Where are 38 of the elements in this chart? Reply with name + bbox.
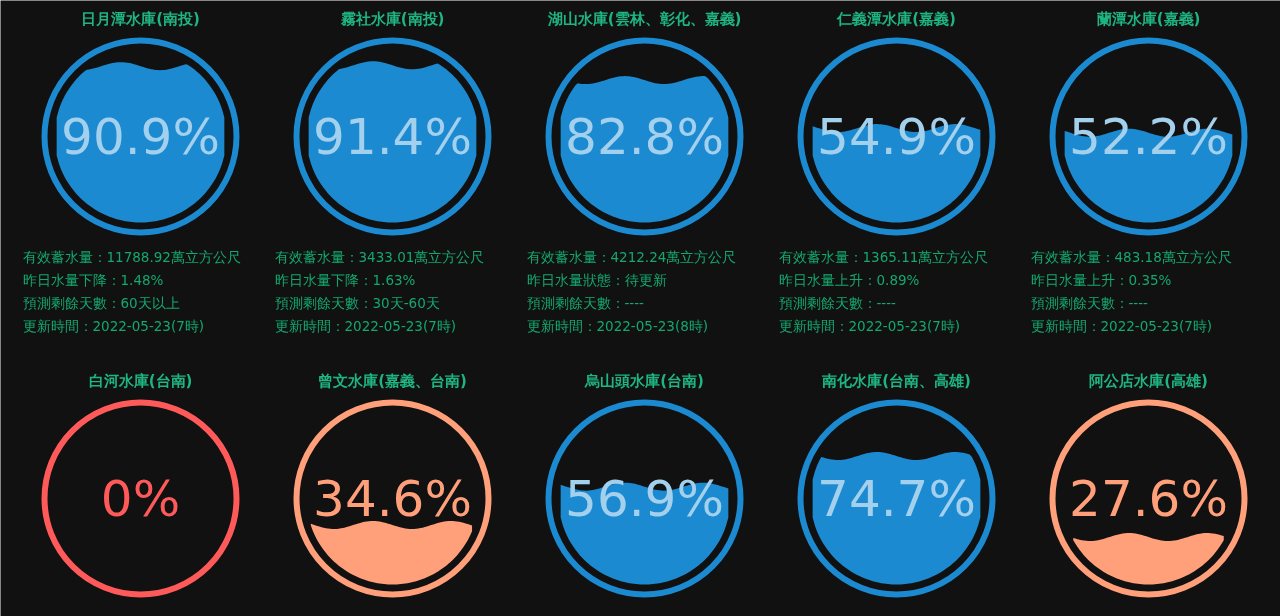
text: 南化水庫(台南、高雄)	[821, 371, 971, 390]
text: 更新時間：2022-05-23(7時)	[1030, 317, 1213, 334]
data-label: 74.7%	[817, 469, 976, 528]
text: 白河水庫(台南)	[88, 371, 193, 390]
text: 阿公店水庫(高雄)	[1089, 371, 1208, 390]
text: 有效蓄水量：483.18萬立方公尺	[1030, 248, 1232, 265]
text: 烏山頭水庫(台南)	[584, 371, 704, 390]
text: 昨日水量狀態：待更新	[526, 271, 667, 288]
text: 更新時間：2022-05-23(8時)	[526, 317, 709, 334]
text: 預測剩餘天數：----	[1030, 294, 1149, 311]
text: 昨日水量上升：0.89%	[778, 271, 920, 288]
data-label: 34.6%	[313, 469, 472, 528]
text: 更新時間：2022-05-23(7時)	[778, 317, 961, 334]
data-label: 90.9%	[61, 107, 220, 166]
data-label: 82.8%	[565, 107, 724, 166]
text: 有效蓄水量：4212.24萬立方公尺	[526, 248, 737, 265]
text: 昨日水量下降：1.63%	[274, 271, 416, 288]
data-label: 27.6%	[1069, 469, 1228, 528]
data-label: 56.9%	[565, 469, 724, 528]
text: 有效蓄水量：1365.11萬立方公尺	[778, 248, 989, 265]
text: 預測剩餘天數：----	[778, 294, 897, 311]
text: 仁義潭水庫(嘉義)	[836, 9, 956, 28]
text: 蘭潭水庫(嘉義)	[1095, 9, 1201, 28]
text: 湖山水庫(雲林、彰化、嘉義)	[546, 9, 742, 28]
text: 更新時間：2022-05-23(7時)	[22, 317, 205, 334]
text: 昨日水量上升：0.35%	[1030, 271, 1172, 288]
text: 昨日水量下降：1.48%	[22, 271, 164, 288]
text: 預測剩餘天數：60天以上	[22, 294, 180, 311]
text: 曾文水庫(嘉義、台南)	[318, 371, 467, 390]
text: 更新時間：2022-05-23(7時)	[274, 317, 457, 334]
text: 有效蓄水量：11788.92萬立方公尺	[22, 248, 241, 265]
text: 預測剩餘天數：30天-60天	[274, 294, 440, 311]
text: 日月潭水庫(南投)	[81, 9, 200, 28]
data-label: 91.4%	[313, 107, 472, 166]
text: 有效蓄水量：3433.01萬立方公尺	[274, 248, 485, 265]
text: 霧社水庫(南投)	[339, 9, 445, 28]
data-label: 0%	[100, 469, 181, 528]
text: 預測剩餘天數：----	[526, 294, 645, 311]
